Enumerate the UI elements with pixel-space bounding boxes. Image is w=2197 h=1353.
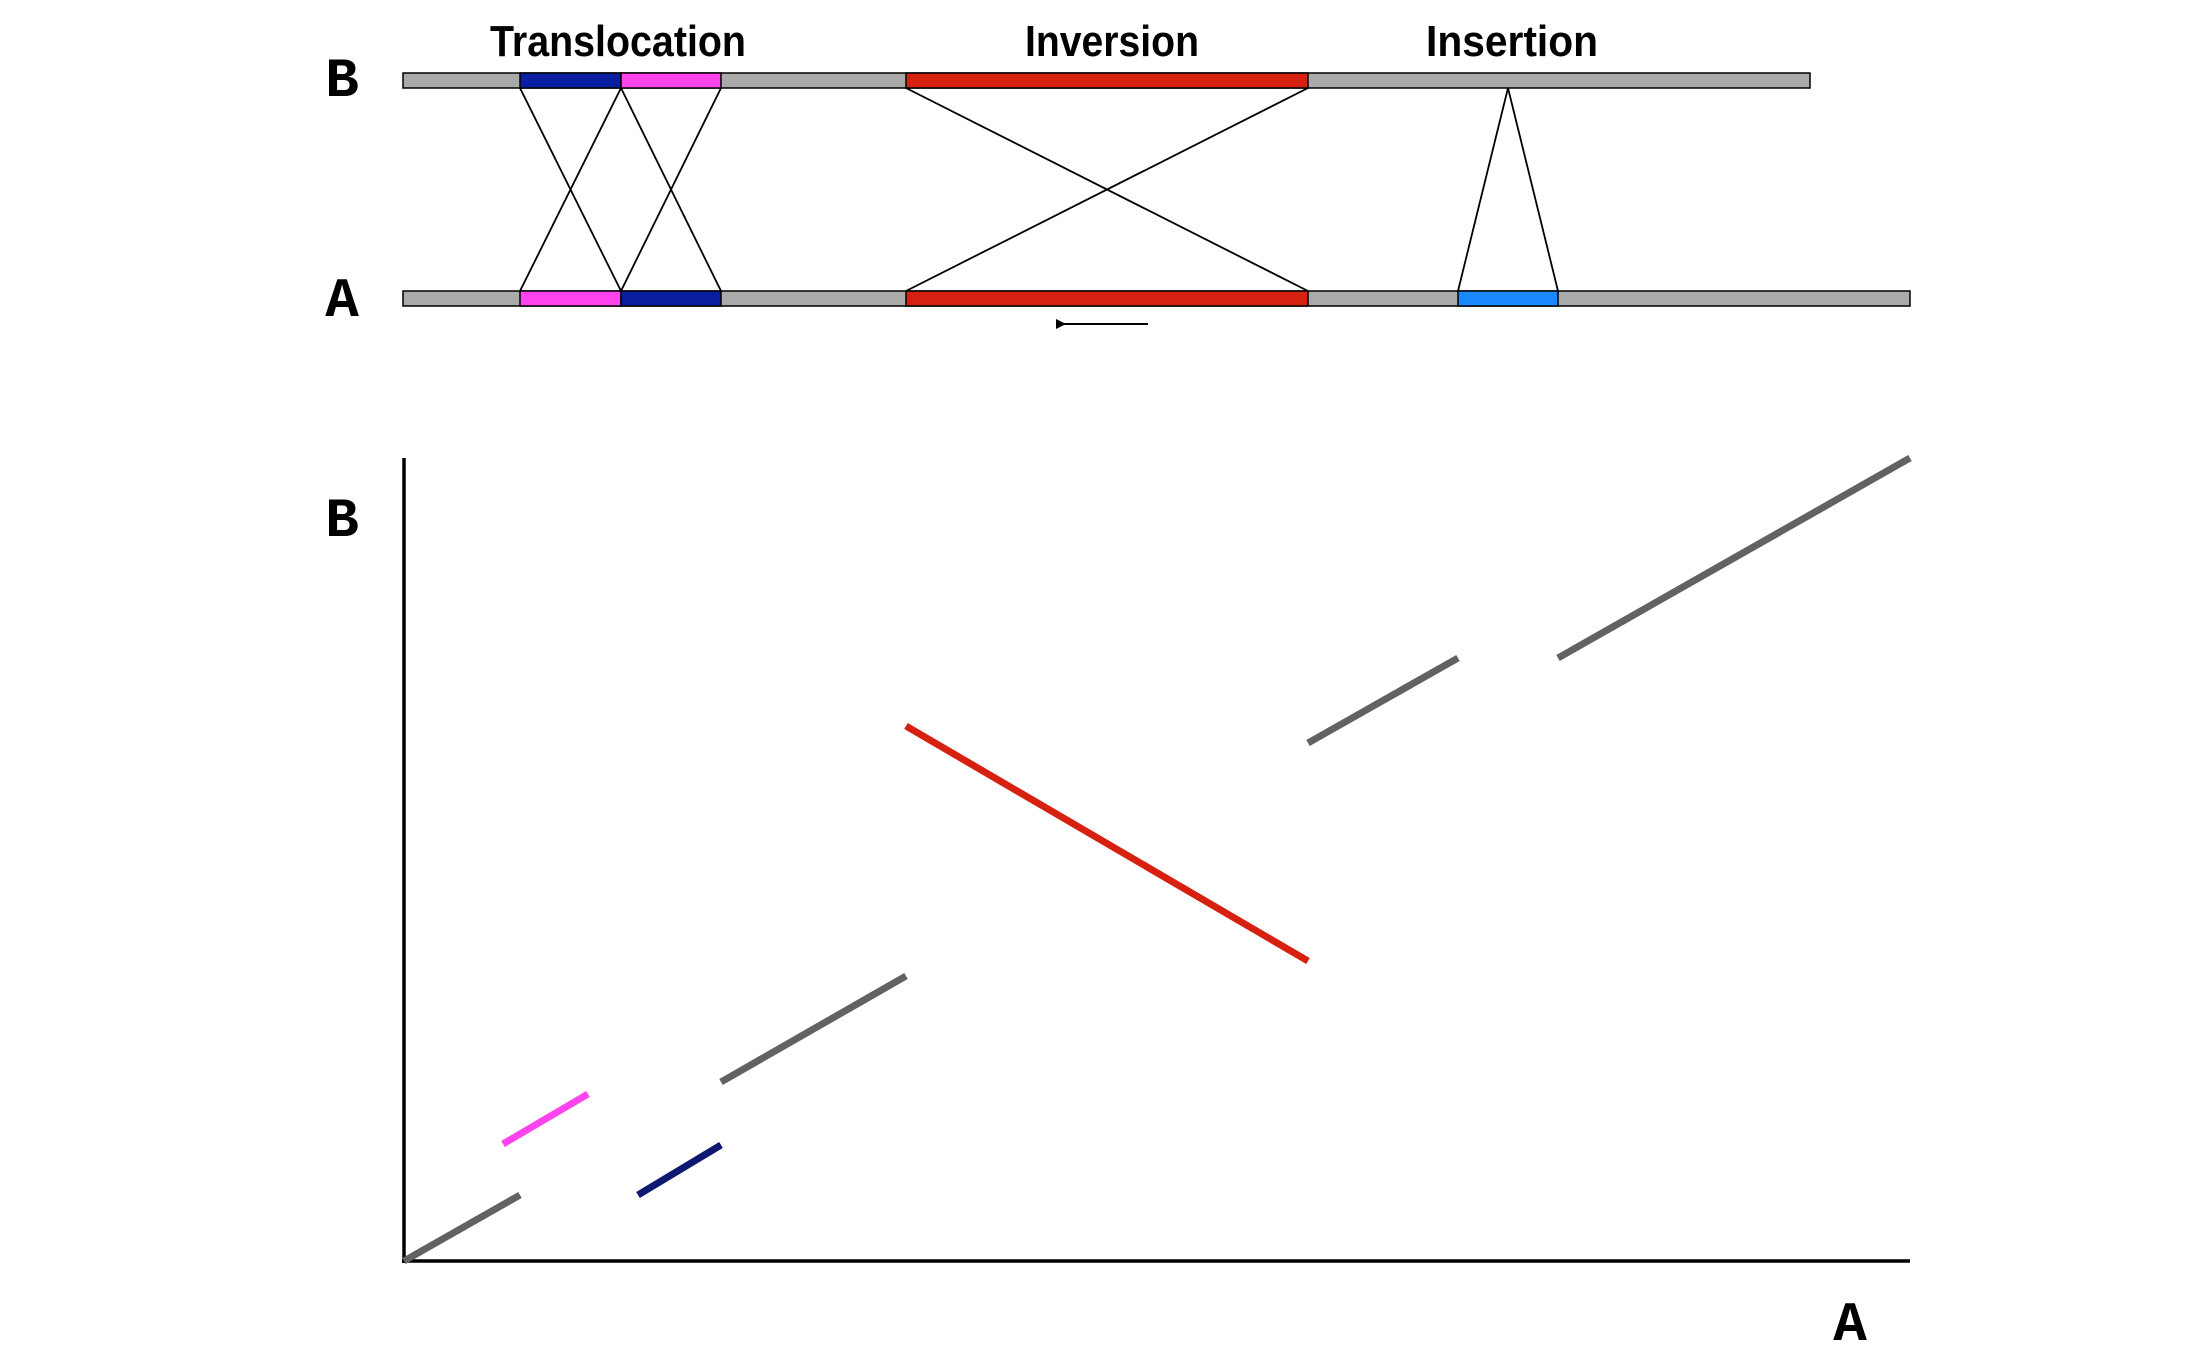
- a-translocation-dark-block: [620, 290, 722, 307]
- dot-plot-axes: [402, 458, 1910, 1263]
- translocated-segment-navy: [636, 1142, 723, 1198]
- insertion-connector: [1507, 87, 1559, 292]
- b-inversion-block: [905, 72, 1309, 89]
- a-translocation-light-block: [519, 290, 622, 307]
- top-track-label: B: [325, 49, 359, 113]
- match-segment: [1556, 454, 1912, 662]
- sequence-b-track: [402, 72, 1811, 89]
- b-translocation-light-block: [620, 72, 722, 89]
- match-segment: [402, 1191, 522, 1265]
- plot-x-label: A: [1833, 1293, 1867, 1353]
- inversion-label: Inversion: [1025, 17, 1199, 66]
- a-inversion-block: [905, 290, 1309, 307]
- insertion-connector: [1457, 87, 1509, 292]
- track-connectors: [519, 87, 1559, 292]
- insertion-label: Insertion: [1426, 17, 1598, 66]
- b-translocation-dark-block: [519, 72, 622, 89]
- translocation-label: Translocation: [490, 17, 746, 66]
- bottom-track-label: A: [325, 269, 359, 333]
- sequence-a-track: [402, 290, 1911, 307]
- translocated-segment-pink: [501, 1090, 590, 1148]
- match-segment: [1306, 654, 1460, 747]
- plot-y-label: B: [325, 489, 359, 553]
- match-segment: [719, 972, 908, 1086]
- inversion-connector: [905, 87, 1309, 292]
- dot-plot-segments: [402, 454, 1912, 1265]
- a-insertion-block: [1457, 290, 1559, 307]
- inverted-segment: [904, 722, 1310, 965]
- translocation-connector: [620, 87, 722, 292]
- translocation-connector: [519, 87, 622, 292]
